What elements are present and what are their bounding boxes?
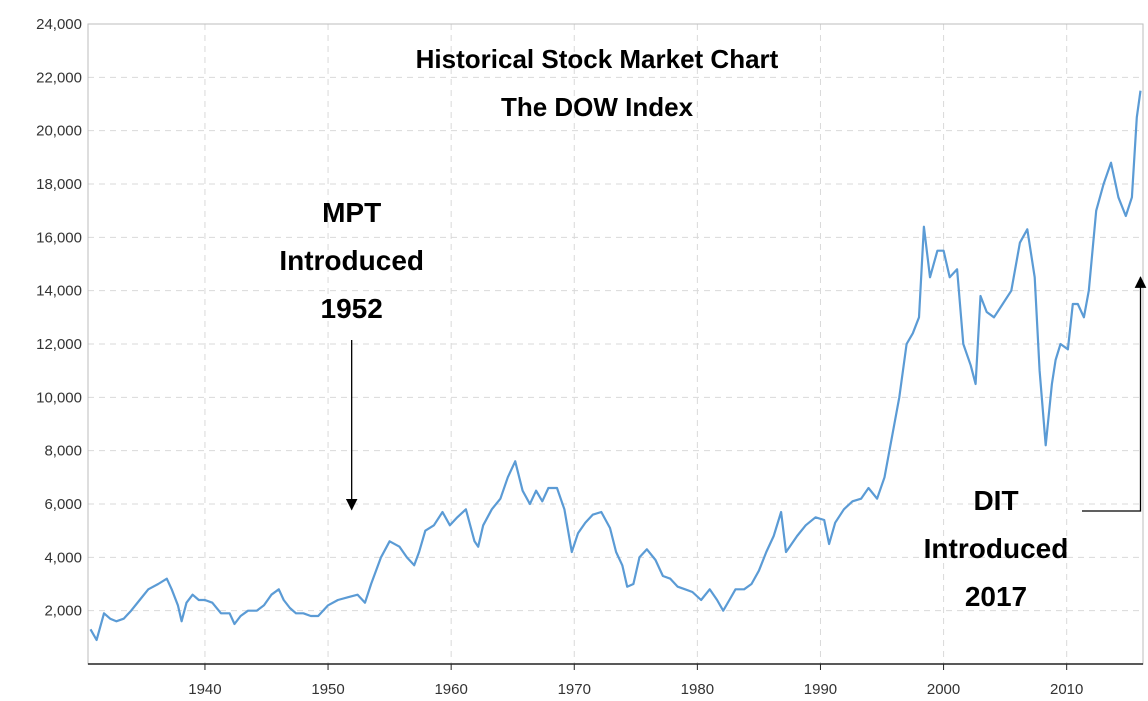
x-tick-label: 2010 (1050, 681, 1083, 698)
chart-subtitle: The DOW Index (501, 92, 694, 122)
y-tick-label: 22,000 (36, 69, 82, 86)
mpt-annotation-line: MPT (322, 197, 381, 228)
annotations: MPT Introduced 1952 DIT Introduced 2017 (279, 197, 1147, 612)
mpt-annotation-line: 1952 (321, 293, 383, 324)
y-tick-label: 12,000 (36, 336, 82, 353)
y-tick-label: 8,000 (44, 443, 82, 460)
y-tick-label: 18,000 (36, 176, 82, 193)
y-axis-ticks: 2,000 4,000 6,000 8,000 10,000 12,000 14,000 16… (36, 16, 82, 620)
dit-annotation-line: 2017 (965, 581, 1027, 612)
y-tick-label: 24,000 (36, 16, 82, 33)
y-tick-label: 2,000 (44, 603, 82, 620)
x-tick-label: 1940 (188, 681, 221, 698)
y-tick-label: 4,000 (44, 549, 82, 566)
grid-lines (88, 24, 1143, 664)
chart-title: Historical Stock Market Chart (416, 44, 779, 74)
x-tick-label: 1960 (434, 681, 467, 698)
dit-annotation-line: DIT (973, 485, 1018, 516)
dit-arrow (1082, 276, 1147, 512)
y-tick-label: 6,000 (44, 496, 82, 513)
y-tick-label: 14,000 (36, 283, 82, 300)
x-tick-label: 1950 (311, 681, 344, 698)
dit-annotation-line: Introduced (924, 533, 1069, 564)
y-tick-label: 10,000 (36, 389, 82, 406)
y-tick-label: 16,000 (36, 229, 82, 246)
x-tick-label: 2000 (927, 681, 960, 698)
x-axis-ticks: 1940 1950 1960 1970 1980 1990 2000 2010 (188, 664, 1083, 698)
x-tick-label: 1970 (558, 681, 591, 698)
x-tick-label: 1990 (804, 681, 837, 698)
y-tick-label: 20,000 (36, 123, 82, 140)
x-tick-label: 1980 (681, 681, 714, 698)
dow-index-series-line (89, 90, 1142, 642)
mpt-annotation-line: Introduced (279, 245, 424, 276)
